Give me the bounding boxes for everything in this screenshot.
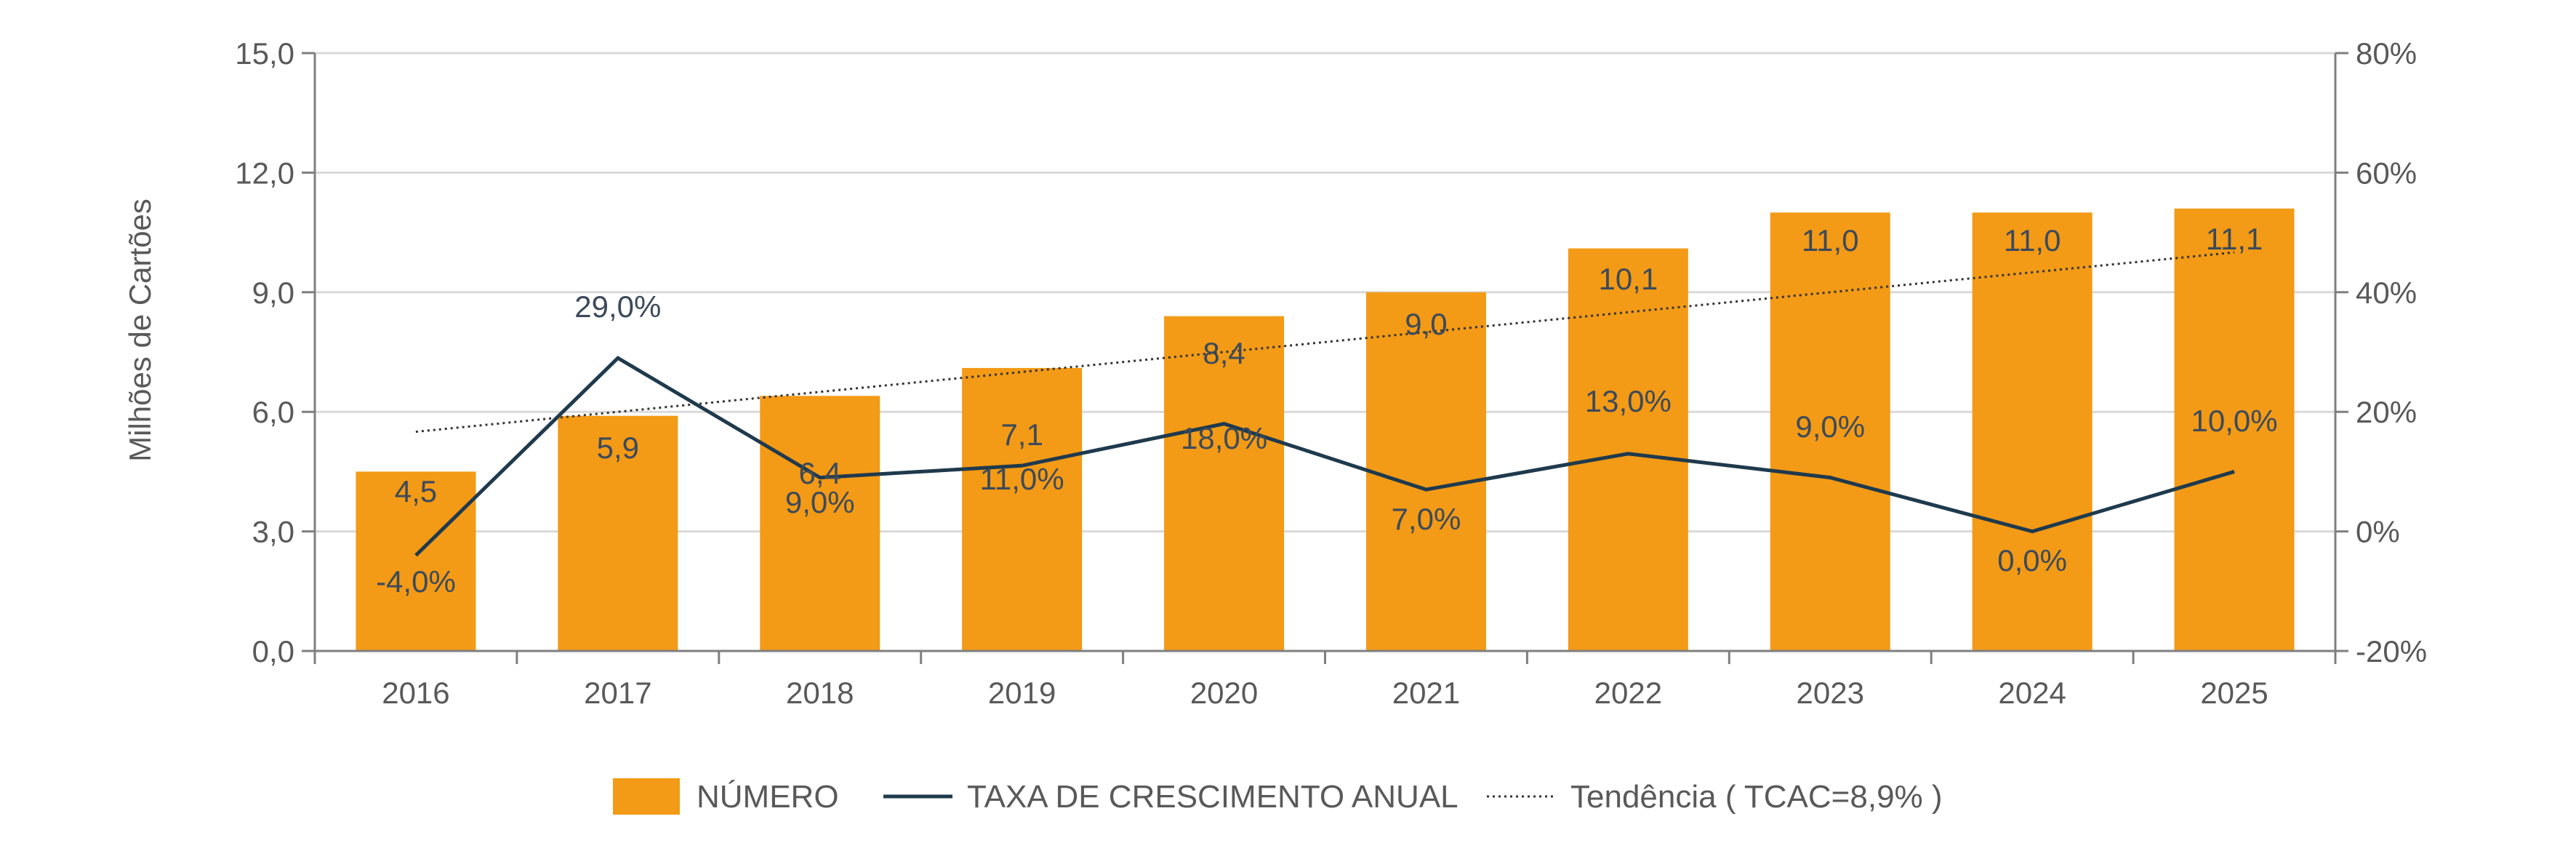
y-tick-label-right: 20% [2356,395,2417,429]
y-tick-label-left: 9,0 [252,276,294,310]
growth-rate-label: 29,0% [574,289,661,324]
x-tick-label: 2023 [1797,676,1864,710]
growth-rate-label: 7,0% [1392,502,1461,536]
y-tick-label-left: 15,0 [235,36,294,71]
x-tick-label: 2017 [584,676,651,710]
x-tick-label: 2018 [786,676,854,710]
growth-rate-label: 9,0% [785,485,855,519]
bar [760,396,880,651]
bar-value-label: 5,9 [597,431,639,465]
trend-series [415,251,2235,434]
x-tick-label: 2024 [1998,676,2066,710]
bar-value-label: 9,0 [1405,307,1447,341]
bar-value-label: 11,0 [2004,223,2061,257]
x-tick-label: 2025 [2200,676,2268,710]
y-tick-label-left: 3,0 [252,515,294,549]
growth-rate-line [414,356,2235,557]
bar-value-label: 11,1 [2206,222,2263,256]
bar-value-label: 6,4 [799,456,841,490]
data-labels: 4,5 5,9 6,4 7,1 8,4 9,0 10,1 11,0 11,0 11,1 -4,0% 2… [376,222,2278,599]
bar [1770,212,1890,651]
bar-value-label: 10,1 [1598,262,1658,296]
axes: 0,0 3,0 6,0 9,0 12,0 15,0 -20% 0% 20% 40% 60% 80% 20… [123,36,2427,710]
bar-value-label: 8,4 [1203,336,1245,370]
growth-rate-label: 13,0% [1585,384,1672,418]
bar-series [356,208,2295,652]
x-tick-label: 2019 [988,676,1056,710]
bar [1365,292,1486,651]
legend-swatch-bar [613,778,680,815]
bar [2174,208,2295,652]
x-tick-label: 2022 [1594,676,1662,710]
bar [1164,316,1285,651]
growth-rate-label: 10,0% [2191,404,2278,438]
legend: NÚMERO TAXA DE CRESCIMENTO ANUAL Tendência… [613,778,1943,815]
x-tick-label: 2021 [1392,676,1460,710]
legend-label-trend: Tendência ( TCAC=8,9% ) [1570,779,1943,815]
bar-value-label: 7,1 [1000,417,1043,452]
growth-rate-label: 11,0% [980,462,1064,496]
y-tick-label-right: 80% [2356,36,2417,71]
legend-label-line: TAXA DE CRESCIMENTO ANUAL [967,779,1458,815]
bar-value-label: 4,5 [395,474,437,508]
x-tick-label: 2016 [382,676,449,710]
bar [1972,212,2093,651]
growth-rate-label: -4,0% [376,564,456,599]
bar [1568,248,1688,651]
bar [558,415,678,651]
y-tick-label-right: 40% [2356,276,2417,310]
y-tick-label-left: 12,0 [235,156,294,190]
x-tick-label: 2020 [1190,676,1258,710]
growth-rate-label: 9,0% [1795,409,1865,444]
y-tick-label-left: 6,0 [252,395,294,429]
legend-label-bar: NÚMERO [697,779,839,815]
y-axis-title: Milhões de Cartões [123,199,157,462]
bar [356,471,476,651]
y-tick-label-left: 0,0 [252,634,294,668]
bar [962,367,1083,651]
trend-line [415,251,2235,434]
growth-rate-label: 18,0% [1181,421,1267,455]
y-tick-label-right: 0% [2356,515,2400,549]
bar-value-label: 11,0 [1802,223,1859,257]
growth-rate-series [414,356,2235,557]
y-tick-label-right: -20% [2356,634,2427,668]
y-tick-label-right: 60% [2356,156,2417,190]
growth-rate-label: 0,0% [1997,543,2067,578]
